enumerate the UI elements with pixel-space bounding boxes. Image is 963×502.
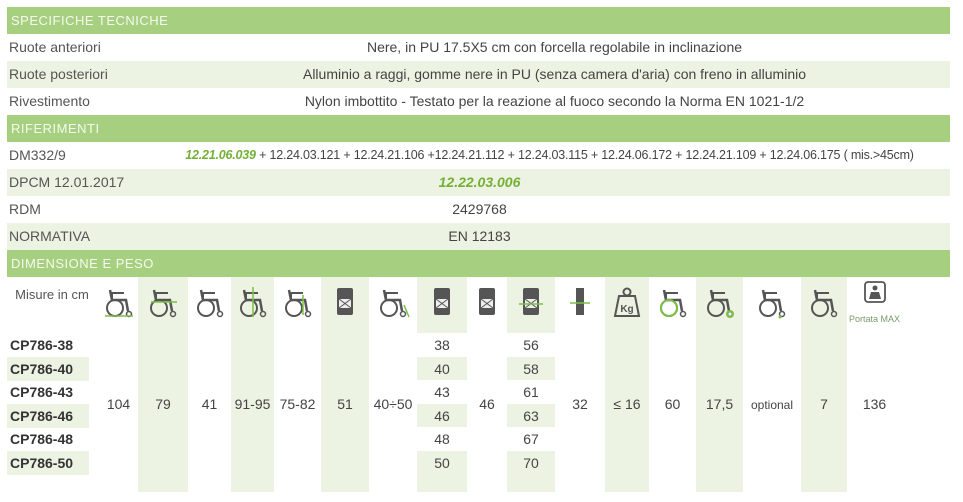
- wheelchair-armrest-height-icon: [231, 282, 274, 322]
- product-code: CP786-50: [7, 450, 89, 475]
- dimension-column: 91-95: [231, 277, 274, 492]
- label-dpcm: DPCM 12.01.2017: [9, 174, 125, 190]
- dimension-value: 75-82: [279, 395, 316, 412]
- dimension-column: Portata MAX 136: [847, 277, 902, 492]
- label-normativa: NORMATIVA: [9, 228, 91, 244]
- overall-width-value: 67: [507, 427, 555, 451]
- section-specifiche: SPECIFICHE TECNICHE: [7, 7, 950, 34]
- svg-text:Kg: Kg: [620, 304, 633, 315]
- seat-width-value: 43: [417, 380, 467, 404]
- value-rivestimento: Nylon imbottito - Testato per la reazion…: [304, 93, 805, 109]
- seat-width-value: 40: [417, 356, 467, 381]
- wheelchair-folded-length-icon: [138, 282, 188, 322]
- wheel-size-icon: [801, 282, 847, 322]
- dpcm-code-highlight: 12.22.03.006: [438, 174, 521, 190]
- row-dm332: DM332/9 12.21.06.039 + 12.24.03.121 + 12…: [7, 142, 950, 169]
- dimension-value: 46: [479, 395, 495, 412]
- seat-width-icon: [417, 282, 467, 322]
- dimension-value: ≤ 16: [613, 395, 641, 412]
- wheelchair-width-icon: [321, 282, 369, 322]
- dimension-value: 17,5: [705, 395, 734, 412]
- overall-width-value: 70: [507, 450, 555, 475]
- front-wheel-icon: [696, 282, 743, 322]
- row-normativa: NORMATIVA EN 12183: [7, 223, 950, 250]
- dimension-column: 7: [801, 277, 847, 492]
- value-dm332: 12.21.06.039 + 12.24.03.121 + 12.24.21.1…: [149, 142, 950, 169]
- value-normativa: EN 12183: [448, 228, 511, 244]
- overall-width-value: 56: [507, 333, 555, 357]
- dimension-column: 46: [467, 277, 507, 492]
- dimension-column: 41: [188, 277, 231, 492]
- max-load-icon: [847, 281, 902, 322]
- spec-sheet: SPECIFICHE TECNICHE Ruote anteriori Nere…: [7, 7, 950, 492]
- label-rivestimento: Rivestimento: [9, 93, 90, 109]
- dimension-value: 104: [106, 395, 131, 412]
- seat-width-value: 48: [417, 427, 467, 451]
- folded-width-icon: [555, 282, 605, 322]
- dimension-column: 56 58 61 63 67 70: [507, 277, 555, 492]
- wheelchair-depth-icon: [369, 282, 417, 322]
- dimension-column: 32: [555, 277, 605, 492]
- dimension-column: Kg ≤ 16: [605, 277, 649, 492]
- dimension-value: 51: [337, 395, 353, 412]
- dimension-value: 40÷50: [373, 395, 413, 412]
- dimension-value: 7: [820, 395, 828, 412]
- value-dpcm: 12.22.03.006: [159, 169, 950, 196]
- product-code: CP786-48: [10, 431, 74, 447]
- row-ruote-anteriori: Ruote anteriori Nere, in PU 17.5X5 cm co…: [7, 34, 950, 61]
- row-dpcm: DPCM 12.01.2017 12.22.03.006: [7, 169, 950, 196]
- dimension-column: 38 40 43 46 48 50: [417, 277, 467, 492]
- dimension-column: 51: [321, 277, 369, 492]
- dimension-column: 17,5: [696, 277, 743, 492]
- dimension-value: 79: [155, 395, 171, 412]
- dimension-column: optional: [743, 277, 801, 492]
- dimension-column: 75-82: [274, 277, 321, 492]
- dimension-value: 91-95: [234, 395, 271, 412]
- dimension-value: 32: [572, 395, 588, 412]
- label-ruote-anteriori: Ruote anteriori: [9, 39, 101, 55]
- seat-width-value: 38: [417, 333, 467, 357]
- overall-width-value: 63: [507, 403, 555, 428]
- dimension-value: 60: [664, 395, 681, 412]
- product-code: CP786-38: [10, 337, 74, 353]
- value-ruote-anteriori: Nere, in PU 17.5X5 cm con forcella regol…: [366, 39, 743, 55]
- value-rdm: 2429768: [452, 201, 507, 217]
- wheelchair-height-icon: [188, 282, 231, 322]
- seat-width-value: 46: [417, 403, 467, 428]
- seat-depth-icon: [467, 282, 507, 322]
- dimension-value: 136: [862, 395, 887, 412]
- row-rdm: RDM 2429768: [7, 196, 950, 223]
- dimension-column: 60: [649, 277, 696, 492]
- overall-width-value: 58: [507, 356, 555, 381]
- section-dimensioni: DIMENSIONE E PESO: [7, 250, 950, 277]
- weight-icon: Kg: [605, 282, 649, 322]
- overall-width-value: 61: [507, 380, 555, 404]
- value-ruote-posteriori: Alluminio a raggi, gomme nere in PU (sen…: [302, 66, 806, 82]
- label-dm332: DM332/9: [9, 147, 66, 163]
- section-riferimenti: RIFERIMENTI: [7, 115, 950, 142]
- misure-label: Misure in cm: [15, 287, 89, 302]
- row-rivestimento: Rivestimento Nylon imbottito - Testato p…: [7, 88, 950, 115]
- label-ruote-posteriori: Ruote posteriori: [9, 66, 108, 82]
- label-rdm: RDM: [9, 201, 41, 217]
- dimension-column: 104: [99, 277, 138, 492]
- dm-code-rest: + 12.24.03.121 + 12.24.21.106 +12.24.21.…: [255, 148, 914, 162]
- product-code: CP786-43: [10, 384, 74, 400]
- portata-max-label: Portata MAX: [848, 314, 901, 324]
- product-code: CP786-46: [7, 403, 89, 428]
- anti-tip-icon: [743, 282, 801, 322]
- row-ruote-posteriori: Ruote posteriori Alluminio a raggi, gomm…: [7, 61, 950, 88]
- rear-wheel-icon: [649, 282, 696, 322]
- dm-code-highlight: 12.21.06.039: [185, 148, 256, 162]
- product-code: CP786-40: [7, 356, 89, 381]
- wheelchair-seat-height-icon: [274, 282, 321, 322]
- dimension-table: Misure in cm CP786-38 CP786-40 CP786-43 CP7…: [7, 277, 950, 492]
- overall-width-icon: [507, 282, 555, 322]
- dimension-column: 79: [138, 277, 188, 492]
- dimension-column: 40÷50: [369, 277, 417, 492]
- dimension-value: 41: [201, 395, 218, 412]
- dimension-value: optional: [750, 397, 794, 412]
- seat-width-value: 50: [417, 450, 467, 475]
- wheelchair-length-icon: [99, 282, 138, 322]
